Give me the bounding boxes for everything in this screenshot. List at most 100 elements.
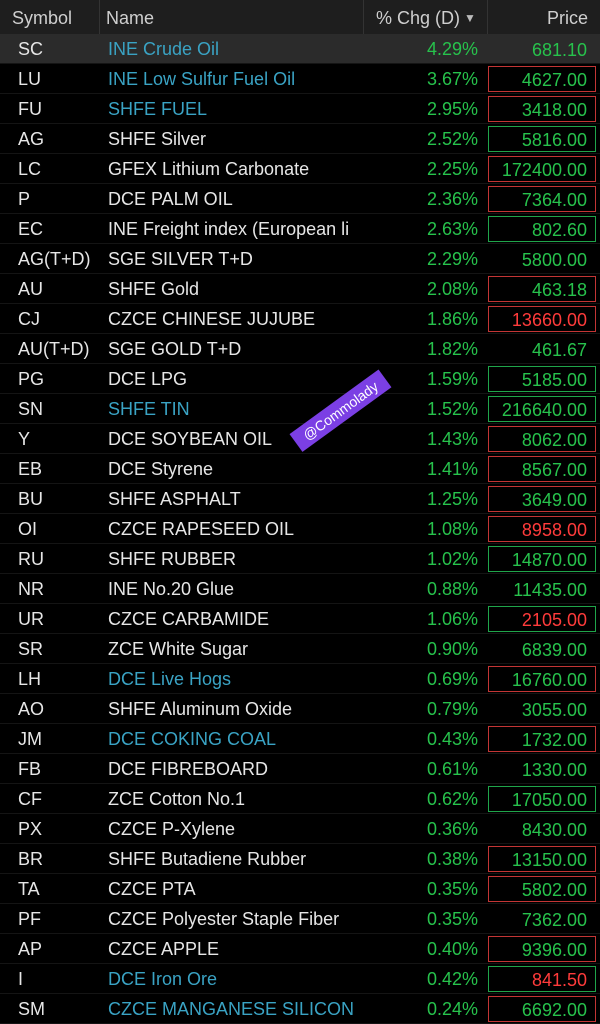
price-cell: 841.50 [488,966,596,992]
name-cell: CZCE APPLE [108,939,220,959]
pct-change-cell: 0.40% [426,939,478,959]
table-row[interactable]: BR SHFE Butadiene Rubber 0.38% 13150.00 [0,844,600,874]
symbol-cell: LC [18,159,42,179]
table-row[interactable]: BU SHFE ASPHALT 1.25% 3649.00 [0,484,600,514]
price-cell: 8062.00 [488,426,596,452]
name-cell: SHFE RUBBER [108,549,237,569]
symbol-cell: SN [18,399,44,419]
table-row[interactable]: OI CZCE RAPESEED OIL 1.08% 8958.00 [0,514,600,544]
table-row[interactable]: LH DCE Live Hogs 0.69% 16760.00 [0,664,600,694]
sort-descending-icon[interactable]: ▼ [464,11,476,25]
pct-change-cell: 2.36% [426,189,478,209]
column-header-symbol[interactable]: Symbol [0,0,100,34]
table-row[interactable]: AU(T+D) SGE GOLD T+D 1.82% 461.67 [0,334,600,364]
table-row[interactable]: AO SHFE Aluminum Oxide 0.79% 3055.00 [0,694,600,724]
pct-change-cell: 2.29% [426,249,478,269]
name-cell: INE Low Sulfur Fuel Oil [108,69,296,89]
name-cell: DCE Iron Ore [108,969,218,989]
symbol-cell: EC [18,219,44,239]
name-cell: CZCE MANGANESE SILICON [108,999,355,1019]
table-row[interactable]: AG(T+D) SGE SILVER T+D 2.29% 5800.00 [0,244,600,274]
price-cell: 3649.00 [488,486,596,512]
column-header-name-label: Name [106,8,155,28]
name-cell: SGE SILVER T+D [108,249,253,269]
table-row[interactable]: LU INE Low Sulfur Fuel Oil 3.67% 4627.00 [0,64,600,94]
name-cell: INE Crude Oil [108,39,220,59]
table-row[interactable]: I DCE Iron Ore 0.42% 841.50 [0,964,600,994]
table-row[interactable]: FB DCE FIBREBOARD 0.61% 1330.00 [0,754,600,784]
table-row[interactable]: CF ZCE Cotton No.1 0.62% 17050.00 [0,784,600,814]
symbol-cell: Y [18,429,31,449]
column-header-price[interactable]: Price [488,0,600,34]
table-row[interactable]: TA CZCE PTA 0.35% 5802.00 [0,874,600,904]
table-row[interactable]: AG SHFE Silver 2.52% 5816.00 [0,124,600,154]
symbol-cell: CJ [18,309,40,329]
table-row[interactable]: SN SHFE TIN 1.52% 216640.00 [0,394,600,424]
price-cell: 11435.00 [513,580,587,600]
price-cell: 9396.00 [488,936,596,962]
price-cell: 7362.00 [521,910,587,930]
pct-change-cell: 1.41% [426,459,478,479]
symbol-cell: OI [18,519,38,539]
symbol-cell: PX [18,819,43,839]
column-header-symbol-label: Symbol [12,8,73,28]
price-cell: 17050.00 [488,786,596,812]
symbol-cell: NR [18,579,44,599]
price-cell: 5800.00 [521,250,587,270]
column-header-pct-change-label: % Chg (D) [376,8,461,28]
table-row[interactable]: CJ CZCE CHINESE JUJUBE 1.86% 13660.00 [0,304,600,334]
table-row[interactable]: Y DCE SOYBEAN OIL 1.43% 8062.00 [0,424,600,454]
pct-change-cell: 0.42% [426,969,478,989]
symbol-cell: RU [18,549,44,569]
symbol-cell: BU [18,489,44,509]
table-row[interactable]: UR CZCE CARBAMIDE 1.06% 2105.00 [0,604,600,634]
symbol-cell: LH [18,669,42,689]
table-row[interactable]: AP CZCE APPLE 0.40% 9396.00 [0,934,600,964]
symbol-cell: AG [18,129,45,149]
table-row[interactable]: SC INE Crude Oil 4.29% 681.10 [0,34,600,64]
table-row[interactable]: SR ZCE White Sugar 0.90% 6839.00 [0,634,600,664]
table-row[interactable]: P DCE PALM OIL 2.36% 7364.00 [0,184,600,214]
price-cell: 802.60 [488,216,596,242]
symbol-cell: EB [18,459,43,479]
price-cell: 8430.00 [521,820,587,840]
table-row[interactable]: EB DCE Styrene 1.41% 8567.00 [0,454,600,484]
name-cell: CZCE RAPESEED OIL [108,519,295,539]
table-row[interactable]: NR INE No.20 Glue 0.88% 11435.00 [0,574,600,604]
pct-change-cell: 2.08% [426,279,478,299]
table-row[interactable]: LC GFEX Lithium Carbonate 2.25% 172400.00 [0,154,600,184]
name-cell: DCE Live Hogs [108,669,232,689]
price-cell: 2105.00 [488,606,596,632]
pct-change-cell: 2.63% [426,219,478,239]
name-cell: ZCE Cotton No.1 [108,789,246,809]
pct-change-cell: 0.62% [426,789,478,809]
table-row[interactable]: AU SHFE Gold 2.08% 463.18 [0,274,600,304]
table-row[interactable]: PG DCE LPG 1.59% 5185.00 [0,364,600,394]
price-cell: 14870.00 [488,546,596,572]
column-header-name[interactable]: Name [100,0,364,34]
table-row[interactable]: EC INE Freight index (European li 2.63% 802… [0,214,600,244]
column-header-price-label: Price [546,8,588,28]
name-cell: CZCE P-Xylene [108,819,236,839]
table-row[interactable]: PX CZCE P-Xylene 0.36% 8430.00 [0,814,600,844]
pct-change-cell: 0.61% [426,759,478,779]
name-cell: DCE COKING COAL [108,729,277,749]
name-cell: SHFE Aluminum Oxide [108,699,293,719]
name-cell: DCE PALM OIL [108,189,233,209]
price-cell: 681.10 [531,40,587,60]
table-row[interactable]: JM DCE COKING COAL 0.43% 1732.00 [0,724,600,754]
table-row[interactable]: PF CZCE Polyester Staple Fiber 0.35% 7362.0… [0,904,600,934]
price-cell: 3055.00 [521,700,587,720]
symbol-cell: CF [18,789,42,809]
table-row[interactable]: RU SHFE RUBBER 1.02% 14870.00 [0,544,600,574]
table-row[interactable]: SM CZCE MANGANESE SILICON 0.24% 6692.00 [0,994,600,1024]
table-row[interactable]: FU SHFE FUEL 2.95% 3418.00 [0,94,600,124]
name-cell: SHFE TIN [108,399,190,419]
symbol-cell: SC [18,39,44,59]
pct-change-cell: 0.38% [426,849,478,869]
price-cell: 5185.00 [488,366,596,392]
price-cell: 5802.00 [488,876,596,902]
symbol-cell: AU(T+D) [18,339,90,359]
column-header-pct-change[interactable]: % Chg (D) ▼ [364,0,488,34]
symbol-cell: JM [18,729,42,749]
